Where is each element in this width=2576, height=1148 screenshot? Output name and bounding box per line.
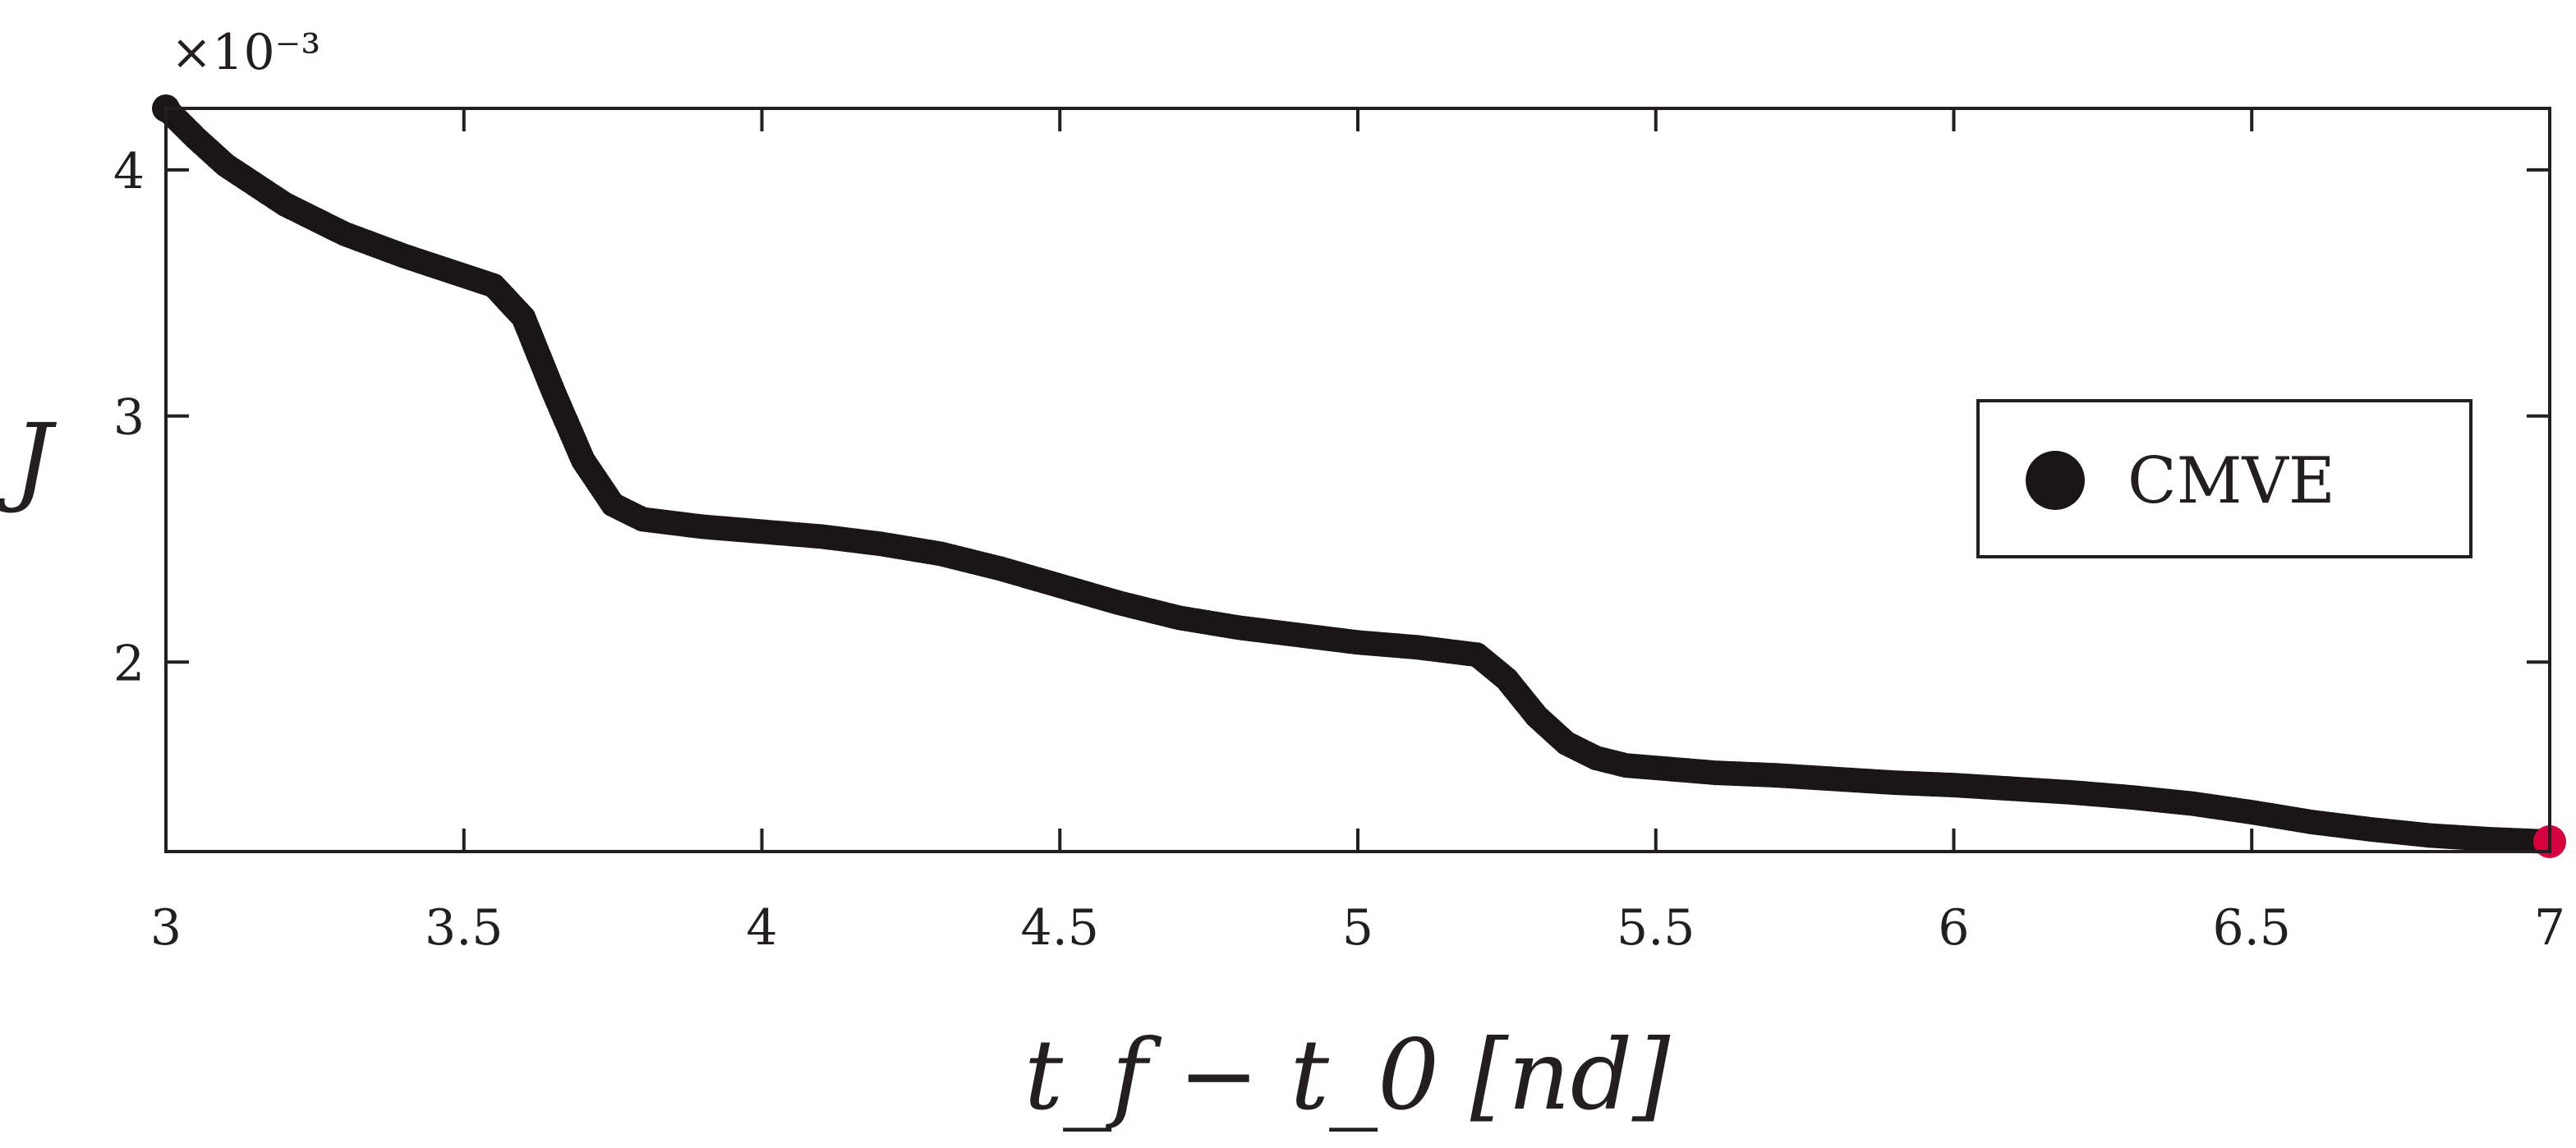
x-tick-label: 4 <box>746 899 777 957</box>
x-tick-label: 5 <box>1342 899 1373 957</box>
x-tick-label: 4.5 <box>1021 899 1099 957</box>
x-tick-label: 6.5 <box>2213 899 2291 957</box>
y-exponent-label: ×10⁻³ <box>171 24 320 81</box>
legend-marker <box>2026 451 2085 510</box>
legend: CMVE <box>1976 399 2472 558</box>
x-tick-labels: 3 3.5 4 4.5 5 5.5 6 6.5 7 <box>150 899 2565 957</box>
y-tick-label: 3 <box>113 389 145 447</box>
y-tick-labels: 2 3 4 <box>113 143 145 692</box>
y-tick-label: 4 <box>113 143 145 200</box>
x-tick-label: 3.5 <box>425 899 503 957</box>
axis-ticks <box>164 108 2551 852</box>
x-tick-label: 6 <box>1938 899 1969 957</box>
x-tick-label: 3 <box>150 899 182 957</box>
y-tick-label: 2 <box>113 635 145 692</box>
data-series-cmve <box>152 94 2566 859</box>
legend-label: CMVE <box>2128 444 2335 518</box>
x-tick-label: 7 <box>2534 899 2565 957</box>
x-axis-label: t_f − t_0 [nd] <box>1024 1018 1672 1132</box>
x-tick-label: 5.5 <box>1617 899 1695 957</box>
